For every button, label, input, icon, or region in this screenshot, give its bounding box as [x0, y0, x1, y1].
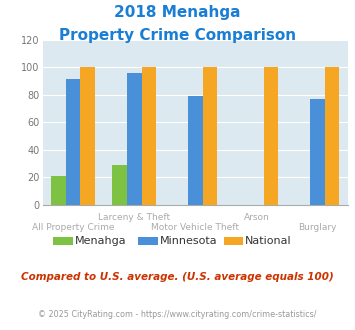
Bar	[203, 67, 217, 205]
Text: Menahga: Menahga	[75, 236, 126, 246]
Text: Arson: Arson	[244, 213, 269, 222]
Bar	[310, 99, 325, 205]
Text: Motor Vehicle Theft: Motor Vehicle Theft	[151, 223, 239, 232]
Text: © 2025 CityRating.com - https://www.cityrating.com/crime-statistics/: © 2025 CityRating.com - https://www.city…	[38, 310, 317, 319]
Bar	[325, 67, 339, 205]
Text: All Property Crime: All Property Crime	[32, 223, 114, 232]
Text: Property Crime Comparison: Property Crime Comparison	[59, 28, 296, 43]
Bar	[66, 80, 81, 205]
Text: Burglary: Burglary	[298, 223, 337, 232]
Text: Larceny & Theft: Larceny & Theft	[98, 213, 170, 222]
Text: 2018 Menahga: 2018 Menahga	[114, 5, 241, 20]
Text: Minnesota: Minnesota	[160, 236, 217, 246]
Bar	[264, 67, 278, 205]
Text: Compared to U.S. average. (U.S. average equals 100): Compared to U.S. average. (U.S. average …	[21, 272, 334, 282]
Bar	[142, 67, 156, 205]
Text: National: National	[245, 236, 291, 246]
Bar	[81, 67, 95, 205]
Bar	[188, 96, 203, 205]
Bar	[51, 176, 66, 205]
Bar	[112, 165, 127, 205]
Bar	[127, 73, 142, 205]
